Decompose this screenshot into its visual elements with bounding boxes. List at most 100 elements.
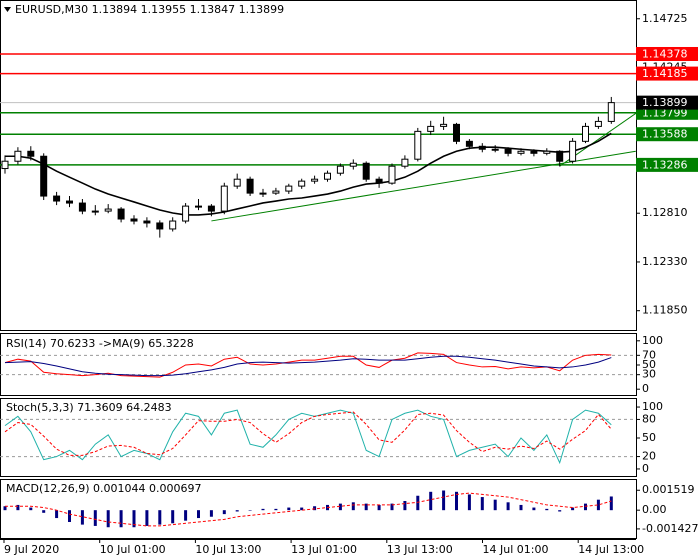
histogram-bar — [571, 507, 575, 511]
histogram-bar — [519, 504, 523, 511]
histogram-bar — [106, 510, 110, 528]
candle-body — [53, 195, 61, 202]
histogram-bar — [300, 507, 304, 511]
rsi-panel — [0, 333, 637, 396]
histogram-bar — [558, 510, 562, 512]
header: EURUSD,M30 1.13894 1.13955 1.13847 1.138… — [15, 3, 284, 16]
y-tick-label: 1.11850 — [642, 304, 688, 317]
candle-body — [40, 155, 48, 197]
candle-body — [440, 123, 448, 127]
level-box — [636, 66, 698, 81]
histogram-bar — [235, 510, 239, 512]
y-tick-label: 100 — [642, 400, 663, 413]
candle-body — [220, 185, 228, 212]
candle-body — [130, 218, 138, 222]
candle-body — [233, 178, 241, 187]
candle-body — [143, 220, 151, 224]
histogram-bar — [261, 508, 265, 511]
histogram-bar — [467, 494, 471, 511]
histogram-bar — [145, 510, 149, 526]
candle-body — [246, 178, 254, 194]
candle-body — [582, 125, 589, 142]
histogram-bar — [429, 491, 433, 511]
histogram-bar — [351, 502, 355, 511]
candle-body — [556, 150, 564, 162]
candle-body — [427, 125, 435, 132]
histogram-bar — [313, 506, 317, 511]
candle-body — [569, 140, 577, 162]
line — [4, 355, 612, 377]
candle-body — [285, 185, 293, 192]
candle-body — [91, 210, 99, 213]
candle-body — [78, 202, 86, 212]
stoch-panel — [0, 398, 637, 477]
candle-body — [336, 165, 344, 174]
y-tick-label: 50 — [642, 431, 656, 444]
histogram-bar — [119, 510, 123, 528]
histogram-bar — [609, 496, 613, 511]
line — [5, 492, 612, 527]
candle-body — [195, 205, 202, 208]
histogram-bar — [584, 503, 587, 511]
y-tick-label: 0.00 — [642, 503, 667, 516]
y-tick-label: 1.12810 — [642, 206, 688, 219]
candle-body — [362, 162, 370, 180]
line — [4, 411, 612, 456]
histogram-bar — [416, 495, 420, 511]
histogram-bar — [493, 499, 497, 511]
x-tick-label: 14 Jul 13:00 — [578, 543, 644, 556]
candle-body — [169, 220, 177, 230]
line — [4, 409, 612, 465]
x-tick-label: 10 Jul 01:00 — [100, 543, 166, 556]
y-tick-label: 1.14725 — [642, 12, 688, 25]
menu-icon[interactable] — [4, 7, 11, 12]
histogram-bar — [29, 507, 33, 511]
level-box — [636, 127, 698, 142]
histogram-bar — [480, 497, 484, 511]
y-tick-label: 30 — [642, 368, 656, 381]
level-label: 1.14185 — [642, 67, 688, 80]
y-tick-label: 1.12330 — [642, 255, 688, 268]
histogram-bar — [80, 510, 84, 525]
histogram-bar — [93, 510, 97, 526]
x-tick-label: 13 Jul 01:00 — [291, 543, 357, 556]
candle-body — [504, 148, 512, 154]
histogram-bar — [158, 510, 162, 525]
candle-body — [530, 150, 538, 154]
candle-body — [478, 145, 486, 150]
level-box — [636, 46, 698, 61]
y-tick-label: 100 — [642, 334, 663, 347]
price-box — [636, 95, 698, 110]
candle-body — [298, 180, 306, 187]
macd-panel — [0, 479, 637, 539]
candle-body — [594, 120, 602, 127]
indicator-title: Stoch(5,3,3) 71.3609 64.2483 — [6, 401, 172, 414]
candle-body — [311, 178, 319, 182]
line — [4, 352, 612, 378]
candle-body — [349, 162, 357, 167]
histogram-bar — [545, 508, 549, 511]
histogram-bar — [42, 510, 46, 513]
candle-body — [1, 160, 9, 170]
indicator-title: RSI(14) 70.6233 ->MA(9) 65.3228 — [6, 337, 194, 350]
histogram-bar — [455, 491, 458, 511]
candle-body — [14, 150, 22, 162]
x-tick-label: 14 Jul 01:00 — [483, 543, 549, 556]
histogram-bar — [171, 510, 175, 524]
y-tick-label: 50 — [642, 358, 656, 371]
histogram-bar — [68, 510, 71, 522]
line — [5, 132, 612, 216]
level-label: 1.13588 — [642, 128, 688, 141]
histogram-bar — [390, 503, 394, 511]
histogram-bar — [403, 500, 407, 511]
y-tick-label: 70 — [642, 348, 656, 361]
level-box — [636, 157, 698, 172]
histogram-bar — [377, 504, 381, 511]
candle-body — [414, 130, 422, 160]
histogram-bar — [506, 502, 510, 511]
histogram-bar — [197, 510, 200, 519]
histogram-bar — [55, 510, 59, 519]
histogram-bar — [338, 503, 342, 511]
candle-body — [27, 150, 35, 157]
